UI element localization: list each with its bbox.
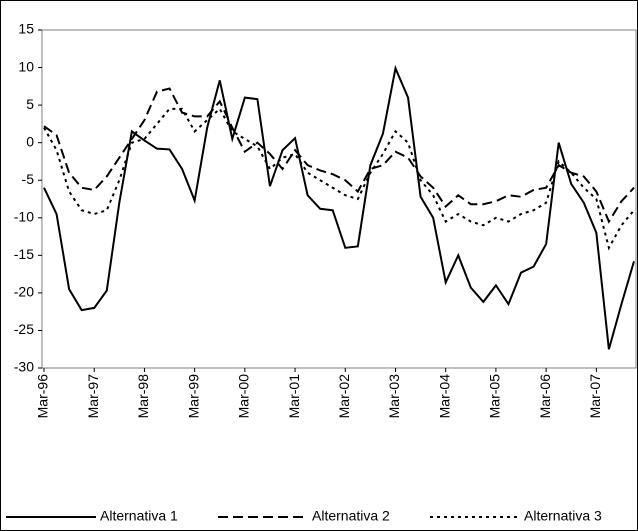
legend-label: Alternativa 2 [312,508,390,524]
legend-label: Alternativa 1 [100,508,178,524]
x-tick-label: Mar-07 [587,374,603,419]
series-line [43,107,635,251]
x-tick-label: Mar-01 [286,374,302,419]
y-tick-label: -10 [14,208,34,224]
x-tick-label: Mar-97 [85,374,101,419]
plot-area [41,29,637,369]
x-tick-label: Mar-02 [336,374,352,419]
legend-label: Alternativa 3 [524,508,602,524]
x-tick-label: Mar-99 [185,374,201,419]
y-tick-label: -20 [14,284,34,300]
y-tick-label: 15 [18,21,34,37]
x-tick-label: Mar-98 [135,374,151,419]
x-tick-label: Mar-96 [35,374,51,419]
x-tick-label: Mar-05 [487,374,503,419]
series-line [43,87,635,224]
x-tick-label: Mar-04 [436,374,452,419]
y-tick-label: -15 [14,246,34,262]
y-tick-label: -30 [14,359,34,375]
x-tick-label: Mar-06 [537,374,553,419]
y-tick-label: 10 [18,58,34,74]
y-tick-label: 5 [26,96,34,112]
y-tick-label: 0 [26,133,34,149]
y-tick-label: -5 [22,171,35,187]
series-line [43,64,635,350]
y-tick-label: -25 [14,321,34,337]
x-tick-label: Mar-03 [386,374,402,419]
x-tick-label: Mar-00 [236,374,252,419]
